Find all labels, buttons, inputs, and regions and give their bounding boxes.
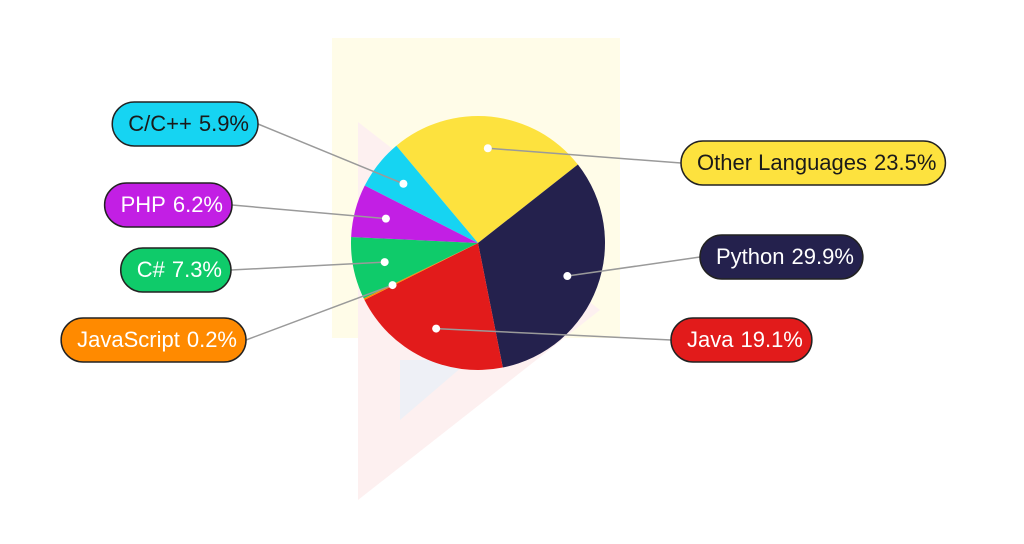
value-label: 23.5% <box>874 150 936 175</box>
value-label: 7.3% <box>172 257 222 282</box>
value-label: 5.9% <box>199 111 249 136</box>
value-label: 19.1% <box>740 327 802 352</box>
pie-slice <box>478 164 605 368</box>
slice-dot <box>381 214 390 223</box>
data-label: Java 19.1% <box>670 317 813 363</box>
data-label: PHP 6.2% <box>103 182 233 228</box>
label-box <box>119 247 232 293</box>
value-label: 0.2% <box>187 327 237 352</box>
label-box <box>680 140 947 186</box>
category-name: Other Languages <box>697 150 867 175</box>
value-label: 29.9% <box>792 244 854 269</box>
category-name: C/C++ <box>128 111 192 136</box>
pie-slice <box>351 237 478 299</box>
label-text: Java 19.1% <box>687 327 803 352</box>
data-label: Python 29.9% <box>699 234 864 280</box>
data-label: JavaScript 0.2% <box>60 317 247 363</box>
label-text: C# 7.3% <box>137 257 222 282</box>
category-name: Java <box>687 327 734 352</box>
connector <box>245 284 393 341</box>
label-text: C/C++ 5.9% <box>128 111 249 136</box>
connector <box>231 204 386 220</box>
label-text: JavaScript 0.2% <box>77 327 237 352</box>
label-box <box>103 182 233 228</box>
slice-dot <box>399 179 408 188</box>
slice-dot <box>563 272 572 281</box>
slice-dot <box>432 324 441 333</box>
label-box <box>699 234 864 280</box>
label-text: PHP 6.2% <box>121 192 223 217</box>
data-label: Other Languages 23.5% <box>680 140 947 186</box>
connector <box>487 147 682 164</box>
label-text: Python 29.9% <box>716 244 854 269</box>
watermark <box>400 360 470 420</box>
connector <box>567 256 701 277</box>
label-box <box>60 317 247 363</box>
category-name: C# <box>137 257 166 282</box>
category-name: PHP <box>121 192 166 217</box>
pie-slice <box>364 243 503 370</box>
label-box <box>111 101 259 147</box>
slice-dot <box>483 144 492 153</box>
connector <box>230 261 385 271</box>
pie-slice <box>396 116 578 243</box>
data-label: C# 7.3% <box>119 247 232 293</box>
pie-slice <box>351 185 478 243</box>
pie-slice <box>364 145 478 243</box>
slice-dot <box>380 258 389 267</box>
connector <box>257 123 404 185</box>
label-text: Other Languages 23.5% <box>697 150 936 175</box>
category-name: JavaScript <box>77 327 180 352</box>
connector <box>436 327 672 341</box>
category-name: Python <box>716 244 785 269</box>
slice-dot <box>388 281 397 290</box>
label-box <box>670 317 813 363</box>
value-label: 6.2% <box>173 192 223 217</box>
data-label: C/C++ 5.9% <box>111 101 259 147</box>
